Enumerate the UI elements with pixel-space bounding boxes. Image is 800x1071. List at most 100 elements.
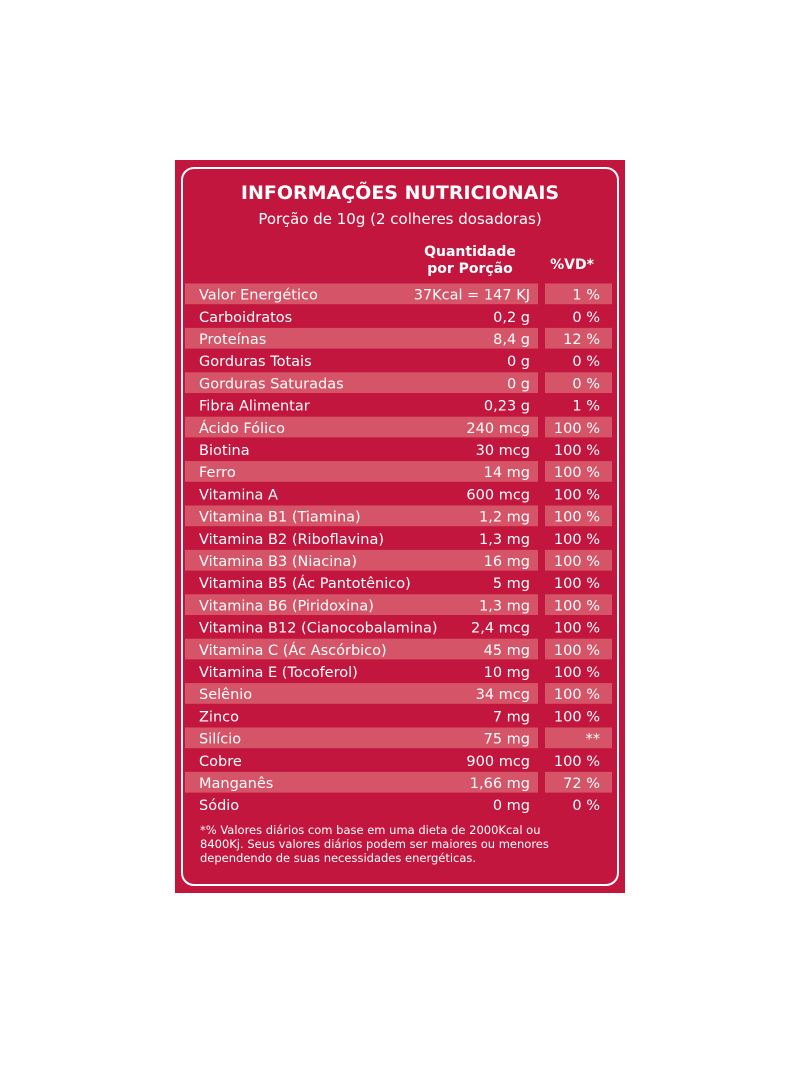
nutrient-name: Gorduras Totais: [199, 354, 312, 370]
daily-value: 100 %: [554, 621, 600, 637]
daily-value: 100 %: [554, 487, 600, 503]
row-band: [185, 438, 538, 460]
nutrient-name: Sódio: [199, 798, 239, 814]
row-band: [185, 461, 538, 482]
daily-value: 1 %: [572, 399, 600, 415]
nutrient-name: Vitamina A: [199, 487, 278, 503]
row-band: [185, 616, 538, 638]
daily-value: 0 %: [572, 798, 600, 814]
nutrient-name: Vitamina B1 (Tiamina): [199, 510, 361, 526]
row-band: [545, 705, 612, 726]
nutrient-name: Gorduras Saturadas: [199, 376, 344, 392]
nutrient-name: Vitamina C (Ác Ascórbico): [199, 642, 387, 659]
row-band: [545, 527, 612, 549]
row-band: [185, 549, 538, 571]
row-band: [545, 549, 612, 571]
daily-value: **: [586, 732, 601, 748]
amount: 10 mg: [484, 665, 530, 681]
row-band: [185, 705, 538, 726]
daily-value: 100 %: [554, 643, 600, 659]
amount: 7 mg: [493, 709, 530, 725]
row-band: [185, 749, 538, 771]
nutrient-name: Ferro: [199, 465, 236, 481]
row-band: [545, 683, 612, 704]
row-band: [185, 794, 538, 815]
amount: 0 mg: [493, 798, 530, 814]
row-band: [185, 372, 538, 393]
panel-border: [181, 167, 619, 886]
nutrient-name: Cobre: [199, 754, 242, 770]
amount: 0,23 g: [484, 399, 530, 415]
amount: 14 mg: [484, 465, 530, 481]
amount: 75 mg: [484, 732, 530, 748]
amount: 0 g: [507, 354, 530, 370]
nutrient-name: Vitamina B3 (Niacina): [199, 554, 357, 570]
row-band: [185, 594, 538, 615]
row-band: [545, 572, 612, 593]
nutrient-name: Vitamina E (Tocoferol): [199, 665, 358, 681]
row-band: [185, 483, 538, 504]
nutrient-name: Valor Energético: [199, 288, 318, 304]
row-band: [185, 572, 538, 593]
row-band: [545, 616, 612, 638]
amount: 1,2 mg: [479, 510, 530, 526]
daily-value: 100 %: [554, 576, 600, 592]
nutrient-name: Ácido Fólico: [199, 420, 285, 437]
row-band: [545, 461, 612, 482]
title: INFORMAÇÕES NUTRICIONAIS: [241, 180, 559, 204]
row-band: [545, 394, 612, 416]
amount: 30 mcg: [476, 443, 530, 459]
daily-value: 100 %: [554, 687, 600, 703]
daily-value: 100 %: [554, 532, 600, 548]
footnote: *% Valores diários com base em uma dieta…: [200, 823, 541, 837]
row-band: [545, 594, 612, 615]
nutrient-name: Manganês: [199, 776, 273, 792]
daily-value: 100 %: [554, 754, 600, 770]
row-band: [185, 683, 538, 704]
row-band: [545, 794, 612, 815]
nutrient-name: Zinco: [199, 709, 239, 725]
amount: 0,2 g: [493, 310, 530, 326]
column-header: Quantidade: [424, 244, 516, 260]
daily-value: 100 %: [554, 465, 600, 481]
row-band: [185, 660, 538, 682]
row-band: [545, 638, 612, 660]
row-band: [545, 416, 612, 438]
nutrient-name: Vitamina B2 (Riboflavina): [199, 532, 384, 548]
amount: 2,4 mcg: [471, 621, 530, 637]
row-band: [185, 305, 538, 327]
amount: 16 mg: [484, 554, 530, 570]
daily-value: 1 %: [572, 288, 600, 304]
row-band: [185, 505, 538, 527]
footnote: dependendo de suas necessidades energéti…: [200, 851, 476, 865]
row-band: [545, 283, 612, 305]
row-band: [545, 483, 612, 504]
daily-value: 100 %: [554, 665, 600, 681]
daily-value: 100 %: [554, 554, 600, 570]
amount: 1,3 mg: [479, 532, 530, 548]
daily-value: 100 %: [554, 510, 600, 526]
nutrient-name: Biotina: [199, 443, 250, 459]
amount: 600 mcg: [466, 487, 530, 503]
row-band: [185, 394, 538, 416]
row-band: [545, 727, 612, 749]
row-band: [545, 305, 612, 327]
nutrient-name: Silício: [199, 732, 241, 748]
amount: 45 mg: [484, 643, 530, 659]
nutrient-name: Vitamina B6 (Piridoxina): [199, 598, 374, 614]
amount: 0 g: [507, 376, 530, 392]
amount: 5 mg: [493, 576, 530, 592]
daily-value: 100 %: [554, 709, 600, 725]
amount: 1,3 mg: [479, 598, 530, 614]
daily-value: 0 %: [572, 354, 600, 370]
panel: [175, 160, 625, 893]
amount: 900 mcg: [466, 754, 530, 770]
subtitle: Porção de 10g (2 colheres dosadoras): [258, 210, 541, 228]
row-band: [185, 638, 538, 660]
row-band: [185, 771, 538, 793]
row-band: [545, 771, 612, 793]
row-band: [545, 438, 612, 460]
nutrient-name: Proteínas: [199, 332, 266, 348]
row-band: [545, 350, 612, 371]
daily-value: 100 %: [554, 421, 600, 437]
